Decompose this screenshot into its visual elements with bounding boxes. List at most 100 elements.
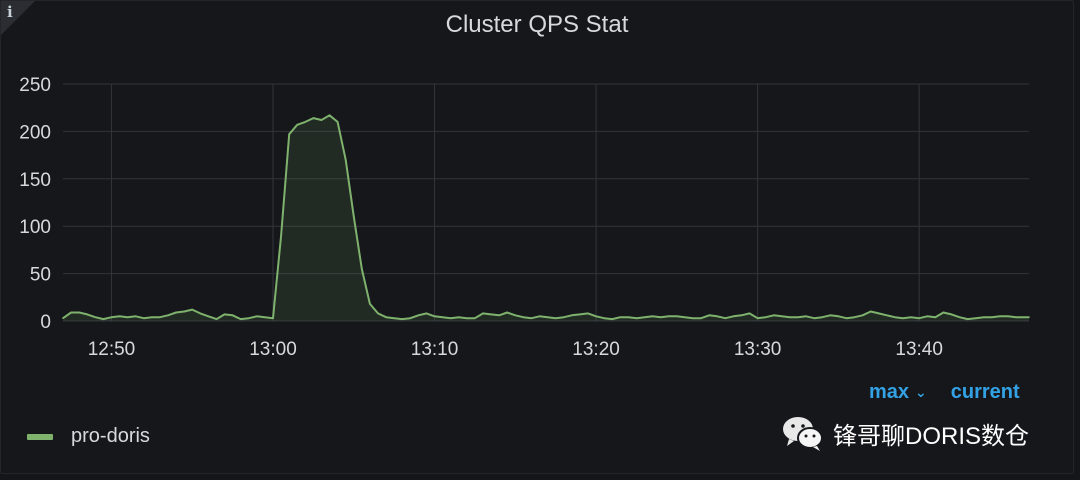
x-tick-label: 12:50	[88, 339, 136, 360]
info-icon[interactable]: i	[7, 3, 13, 21]
data-point	[449, 317, 452, 320]
data-point	[950, 313, 953, 316]
data-point	[199, 312, 202, 315]
x-tick-label: 13:20	[572, 339, 620, 360]
y-tick-label: 250	[19, 75, 51, 96]
data-point	[78, 311, 80, 314]
data-point	[183, 310, 185, 313]
data-point	[659, 316, 662, 319]
data-point	[668, 315, 670, 318]
data-point	[264, 316, 266, 319]
data-point	[999, 315, 1001, 318]
data-point	[853, 316, 856, 319]
data-point	[1023, 316, 1025, 319]
data-point	[490, 313, 492, 316]
x-tick-label: 13:10	[411, 339, 459, 360]
data-point	[886, 314, 888, 317]
data-point	[1007, 315, 1009, 318]
data-point	[102, 318, 105, 320]
y-tick-label: 150	[19, 170, 51, 191]
data-point	[635, 317, 638, 320]
data-point	[401, 318, 404, 320]
legend-series-swatch[interactable]	[27, 433, 53, 440]
data-point	[482, 312, 484, 315]
data-point	[894, 316, 896, 319]
data-point	[845, 317, 848, 320]
data-point	[377, 312, 379, 315]
x-axis: 12:50 13:00 13:10 13:20 13:30 13:40	[88, 339, 943, 360]
data-point	[797, 316, 799, 319]
chart-grid	[63, 83, 1029, 322]
legend-value-headers: max ⌄ current	[869, 381, 1020, 404]
data-point	[983, 316, 985, 319]
y-tick-label: 100	[19, 217, 51, 238]
x-tick-label: 13:40	[895, 339, 943, 360]
data-point	[910, 316, 912, 319]
data-point	[781, 315, 783, 318]
data-point	[546, 316, 549, 319]
data-point	[409, 317, 412, 320]
legend-max-sort[interactable]: max ⌄	[869, 381, 927, 404]
data-point	[425, 312, 428, 315]
data-point	[773, 314, 775, 317]
data-point	[829, 314, 832, 317]
data-point	[344, 159, 347, 161]
data-point	[934, 316, 937, 319]
data-point	[288, 133, 291, 135]
data-point	[110, 316, 113, 319]
data-point	[878, 312, 880, 315]
y-tick-label: 50	[30, 265, 51, 286]
data-point	[248, 317, 250, 320]
data-point	[159, 316, 161, 319]
x-tick-label: 13:30	[734, 339, 782, 360]
data-point	[86, 313, 88, 316]
data-point	[554, 317, 557, 320]
data-point	[902, 317, 904, 320]
legend-max-label[interactable]: max	[869, 381, 910, 403]
data-point	[764, 316, 767, 319]
legend-current-label[interactable]: current	[950, 381, 1020, 403]
data-point	[651, 315, 654, 318]
series-line-pro-doris[interactable]	[62, 114, 1029, 321]
data-point	[538, 315, 541, 318]
data-point	[94, 316, 97, 319]
data-point	[369, 303, 371, 305]
data-point	[433, 315, 436, 318]
chevron-down-icon[interactable]: ⌄	[915, 384, 927, 400]
data-point	[191, 308, 193, 311]
data-point	[466, 317, 468, 320]
data-point	[700, 317, 702, 320]
data-point	[134, 315, 137, 318]
data-point	[514, 314, 517, 317]
data-point	[62, 317, 64, 320]
data-point	[676, 315, 678, 318]
data-point	[304, 121, 307, 123]
data-point	[280, 234, 282, 237]
data-point	[974, 317, 977, 320]
data-point	[918, 317, 920, 320]
legend-series-item[interactable]: pro-doris	[27, 425, 150, 448]
data-point	[256, 315, 258, 318]
data-point	[805, 315, 807, 318]
data-point	[627, 316, 630, 319]
data-point	[328, 114, 331, 117]
data-point	[748, 312, 751, 315]
legend-series-label[interactable]: pro-doris	[71, 425, 150, 447]
data-point	[708, 314, 710, 317]
data-point	[724, 317, 727, 320]
data-point	[821, 316, 823, 319]
data-point	[926, 315, 928, 318]
panel-title[interactable]: Cluster QPS Stat	[445, 11, 629, 38]
data-point	[506, 311, 509, 314]
data-point	[312, 117, 315, 119]
data-point	[215, 318, 218, 320]
data-point	[837, 315, 840, 318]
data-point	[587, 312, 589, 315]
panel-info-corner[interactable]	[1, 1, 35, 35]
data-point	[151, 316, 153, 319]
data-point	[175, 311, 177, 314]
data-point	[716, 315, 718, 318]
y-tick-label: 0	[40, 312, 51, 333]
data-point	[239, 318, 242, 320]
x-tick-label: 13:00	[249, 339, 297, 360]
